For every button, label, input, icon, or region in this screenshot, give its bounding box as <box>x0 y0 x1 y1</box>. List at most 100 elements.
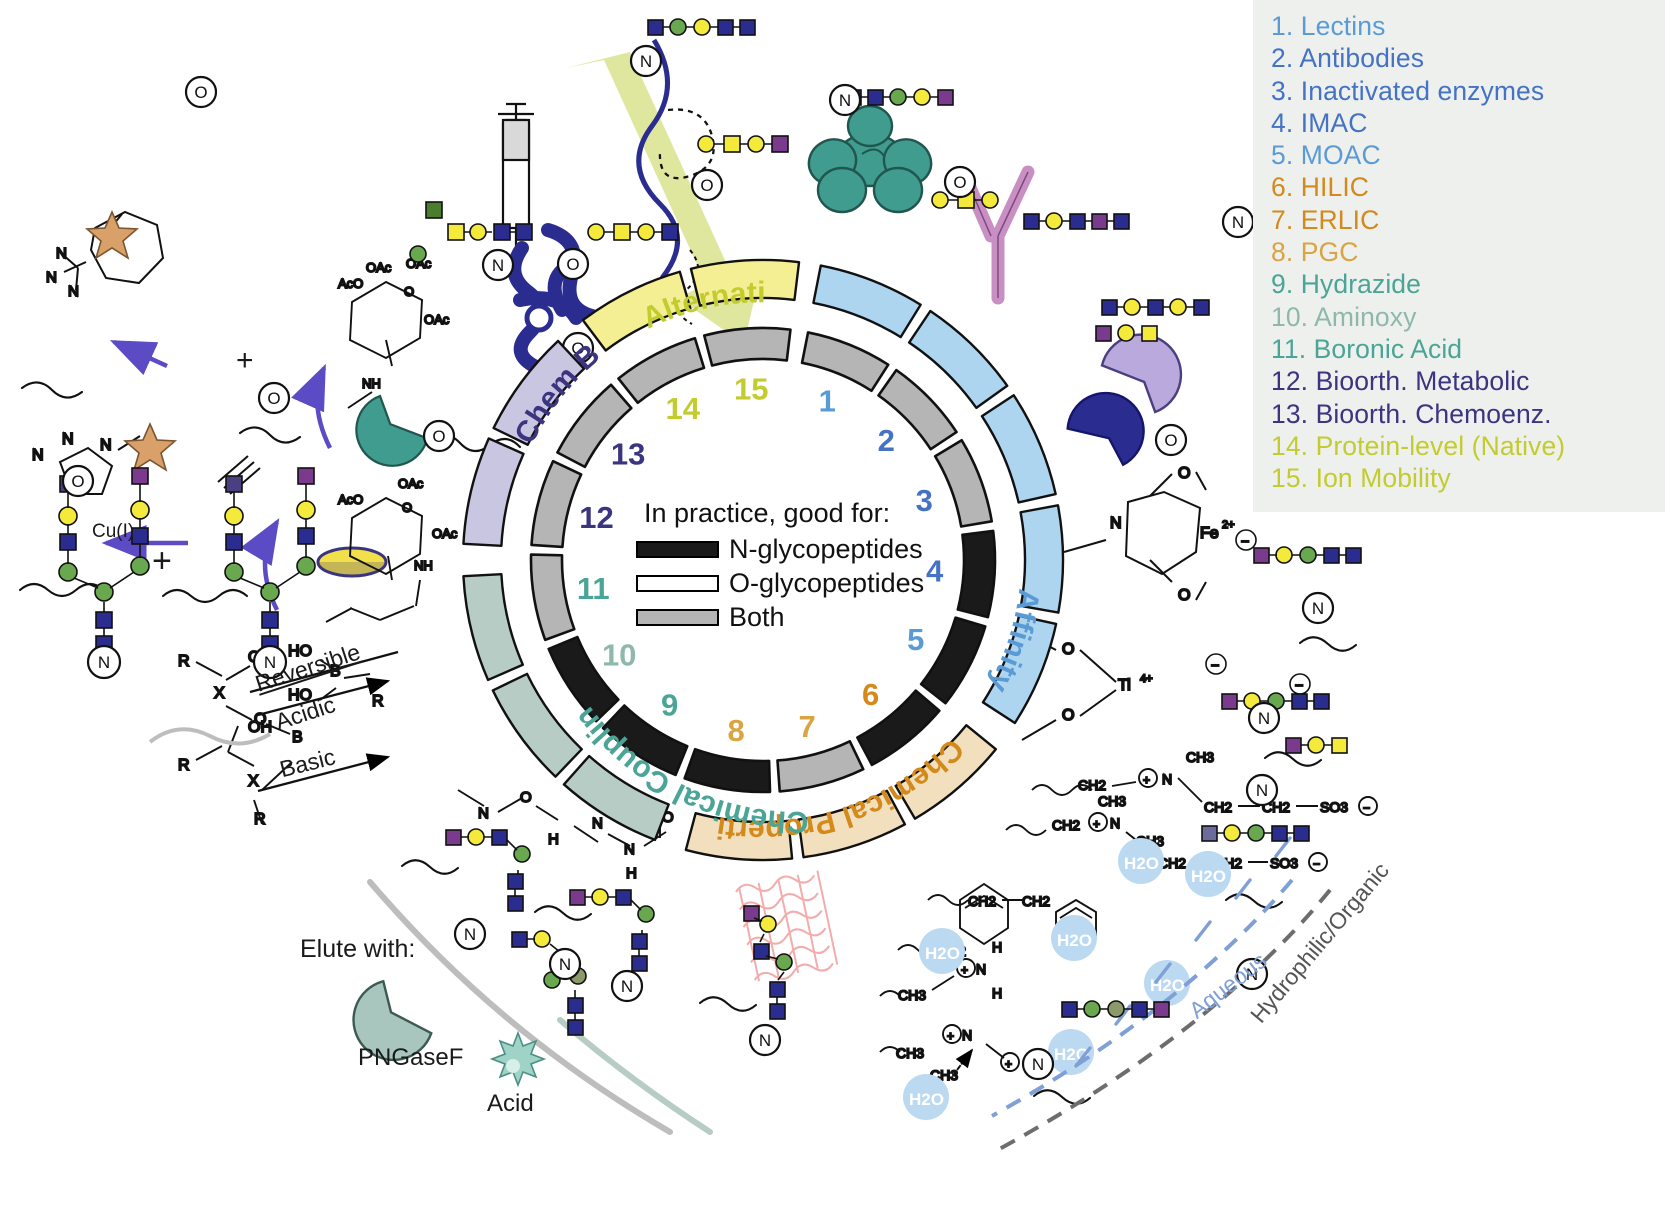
wheel-outer-segment[interactable] <box>562 754 670 842</box>
svg-text:O: O <box>194 83 207 102</box>
wheel-inner-segment-14[interactable] <box>617 336 706 405</box>
wheel-outer-segment[interactable] <box>581 270 692 352</box>
svg-text:OAc: OAc <box>398 476 424 491</box>
legend-item-2[interactable]: 2. Antibodies <box>1271 42 1665 74</box>
legend-item-11[interactable]: 11. Boronic Acid <box>1271 333 1665 365</box>
legend-item-7[interactable]: 7. ERLIC <box>1271 204 1665 236</box>
wheel-inner-ring <box>529 326 997 794</box>
legend-label: IMAC <box>1300 107 1368 138</box>
wheel-outer-segment[interactable] <box>462 572 525 682</box>
svg-text:O: O <box>71 472 84 491</box>
practice-legend: In practice, good for: N-glycopeptides O… <box>636 497 946 647</box>
legend-item-3[interactable]: 3. Inactivated enzymes <box>1271 75 1665 107</box>
swatch-both <box>636 608 719 626</box>
wheel-inner-segment-6[interactable] <box>856 689 941 767</box>
wheel-inner-segment-3[interactable] <box>933 438 994 528</box>
legend-item-12[interactable]: 12. Bioorth. Metabolic <box>1271 365 1665 397</box>
svg-text:CH3: CH3 <box>930 1067 958 1083</box>
legend-number: 9. <box>1271 269 1294 300</box>
wheel-inner-segment-4[interactable] <box>956 529 997 619</box>
wheel-inner-segment-12[interactable] <box>530 459 583 549</box>
wheel-inner-segment-7[interactable] <box>776 739 865 793</box>
legend-label: MOAC <box>1300 140 1381 171</box>
svg-text:CH3: CH3 <box>1186 749 1214 765</box>
svg-text:CH3: CH3 <box>898 987 926 1003</box>
practice-legend-label: Both <box>729 602 785 632</box>
svg-text:CH2: CH2 <box>1022 893 1050 909</box>
legend-item-14[interactable]: 14. Protein-level (Native) <box>1271 430 1665 462</box>
wheel-segment-number-5: 5 <box>907 622 924 657</box>
annotation-plus: + <box>236 344 254 377</box>
method-legend-panel: 1. Lectins 2. Antibodies 3. Inactivated … <box>1253 0 1665 512</box>
legend-item-4[interactable]: 4. IMAC <box>1271 107 1665 139</box>
legend-number: 6. <box>1271 172 1294 203</box>
legend-item-6[interactable]: 6. HILIC <box>1271 171 1665 203</box>
wheel-inner-segment-15[interactable] <box>702 326 792 367</box>
wheel-outer-segment[interactable] <box>1019 504 1065 614</box>
wheel-inner-segment-11[interactable] <box>529 553 576 642</box>
annotation-reversible: Reversible <box>252 638 364 697</box>
wheel-outer-segment[interactable] <box>797 789 907 859</box>
svg-text:H2O: H2O <box>1057 931 1092 950</box>
legend-label: Boronic Acid <box>1313 333 1463 364</box>
legend-item-13[interactable]: 13. Bioorth. Chemoenz. <box>1271 398 1665 430</box>
svg-text:N: N <box>559 955 571 974</box>
wheel-inner-segment-10[interactable] <box>547 635 620 723</box>
svg-text:N: N <box>1258 709 1270 728</box>
legend-number: 1. <box>1271 11 1294 41</box>
legend-item-9[interactable]: 9. Hydrazide <box>1271 268 1665 300</box>
svg-text:4+: 4+ <box>1140 673 1153 685</box>
legend-label: PGC <box>1300 237 1359 268</box>
wheel-inner-segment-1[interactable] <box>800 331 890 393</box>
svg-text:AcO: AcO <box>338 492 363 507</box>
svg-text:N: N <box>1232 213 1244 232</box>
wheel-outer-segment[interactable] <box>894 724 998 820</box>
wheel-outer-segment[interactable] <box>812 264 922 339</box>
wheel-outer-segment[interactable] <box>462 437 525 548</box>
wheel-inner-segment-8[interactable] <box>683 747 772 794</box>
wheel-inner-segment-5[interactable] <box>919 616 987 705</box>
svg-text:−: − <box>1313 857 1320 871</box>
svg-text:N: N <box>62 431 74 448</box>
wheel-segment-number-3: 3 <box>916 483 933 518</box>
wheel-outer-segment[interactable] <box>684 811 794 862</box>
annotation-pngasef: PNGaseF <box>358 1044 464 1071</box>
wheel-outer-segment[interactable] <box>980 394 1057 504</box>
wheel-segment-number-10: 10 <box>602 637 636 672</box>
practice-legend-label: N-glycopeptides <box>729 534 923 564</box>
svg-text:OAc: OAc <box>406 256 432 271</box>
wheel-inner-segment-9[interactable] <box>601 704 689 777</box>
legend-item-8[interactable]: 8. PGC <box>1271 236 1665 268</box>
wheel-outer-segment[interactable] <box>492 339 586 446</box>
svg-text:N: N <box>1110 815 1120 831</box>
wheel-outer-segment[interactable] <box>689 258 801 307</box>
svg-text:H2O: H2O <box>1124 854 1159 873</box>
wheel-segment-number-9: 9 <box>661 687 678 722</box>
svg-text:H2O: H2O <box>1191 867 1226 886</box>
svg-text:H2O: H2O <box>909 1090 944 1109</box>
svg-text:CH2: CH2 <box>1262 799 1290 815</box>
wheel-outer-segment[interactable] <box>981 614 1058 725</box>
svg-text:OAc: OAc <box>366 260 392 275</box>
practice-legend-row-o: O-glycopeptides <box>636 566 946 600</box>
wheel-inner-segment-13[interactable] <box>556 383 633 469</box>
svg-text:X: X <box>214 685 225 702</box>
legend-item-1[interactable]: 1. Lectins <box>1271 10 1665 42</box>
wheel-outer-segment[interactable] <box>907 309 1009 410</box>
legend-number: 13. <box>1271 398 1309 429</box>
wheel-segment-number-11: 11 <box>577 571 610 606</box>
svg-text:OH: OH <box>248 719 272 736</box>
annotation-acid: Acid <box>487 1090 534 1117</box>
svg-text:O: O <box>254 711 266 728</box>
svg-text:H: H <box>992 985 1002 1001</box>
legend-item-10[interactable]: 10. Aminoxy <box>1271 301 1665 333</box>
legend-item-15[interactable]: 15. Ion Mobility <box>1271 462 1665 494</box>
legend-item-5[interactable]: 5. MOAC <box>1271 139 1665 171</box>
swatch-n-glycopeptides <box>636 540 719 558</box>
wheel-inner-segment-2[interactable] <box>877 368 958 451</box>
svg-text:N: N <box>46 269 57 286</box>
wheel-outer-segment[interactable] <box>491 672 583 778</box>
svg-text:CH3: CH3 <box>1136 833 1164 849</box>
